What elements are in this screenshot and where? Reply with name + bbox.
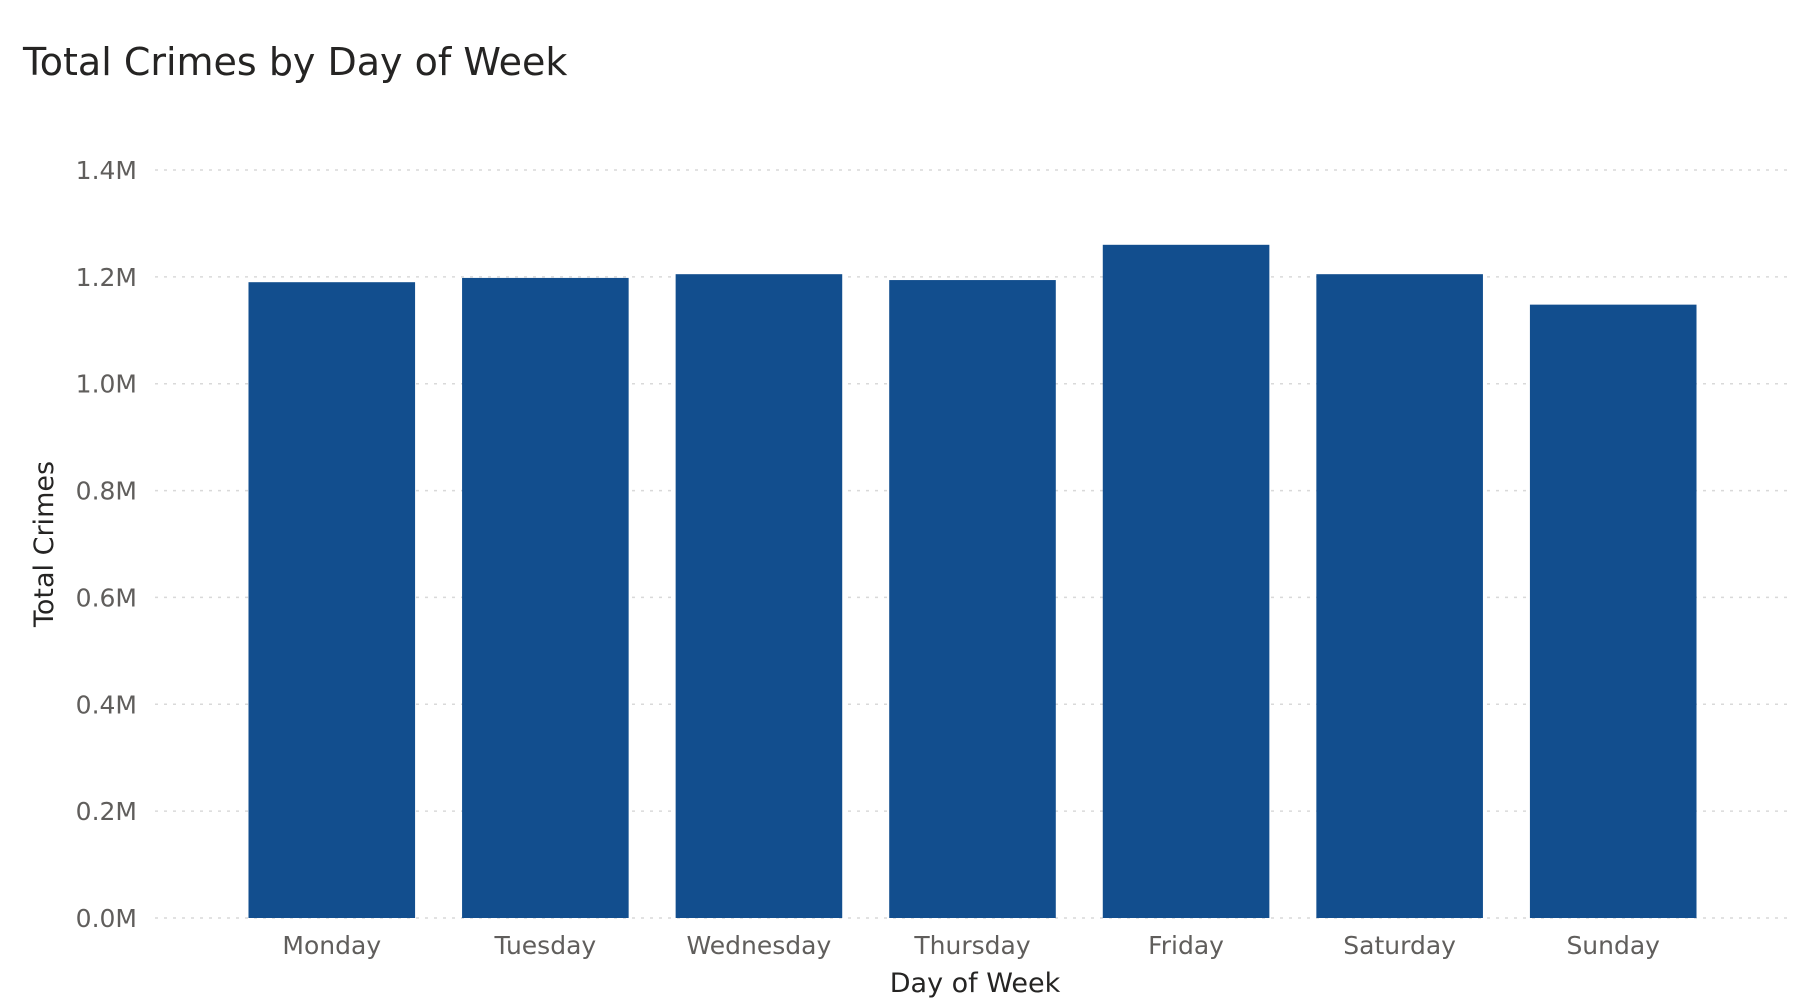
bar-thursday[interactable] (889, 280, 1056, 918)
x-tick-label-thursday: Thursday (913, 931, 1030, 960)
y-tick-label: 0.0M (76, 904, 137, 933)
gridlines (155, 169, 1790, 919)
bar-friday[interactable] (1102, 244, 1270, 919)
x-tick-label-friday: Friday (1148, 931, 1224, 960)
x-tick-label-monday: Monday (282, 931, 381, 960)
bar-saturday[interactable] (1316, 274, 1483, 919)
y-tick-label: 0.6M (76, 583, 137, 612)
y-tick-label: 0.4M (76, 690, 137, 719)
y-tick-label: 1.4M (76, 156, 137, 185)
bar-tuesday[interactable] (462, 277, 629, 918)
bar-monday[interactable] (248, 282, 416, 918)
bars (248, 244, 1697, 919)
y-tick-label: 0.8M (76, 477, 137, 506)
y-tick-label: 0.2M (76, 797, 137, 826)
x-tick-label-wednesday: Wednesday (687, 931, 832, 960)
x-tick-label-tuesday: Tuesday (493, 931, 596, 960)
bar-wednesday[interactable] (675, 274, 843, 919)
x-tick-label-saturday: Saturday (1343, 931, 1456, 960)
y-tick-label: 1.0M (76, 370, 137, 399)
x-axis-title: Day of Week (890, 968, 1061, 999)
y-tick-label: 1.2M (76, 263, 137, 292)
x-tick-label-sunday: Sunday (1566, 931, 1660, 960)
y-axis-title: Total Crimes (29, 461, 60, 628)
y-axis-ticks: 0.0M 0.2M 0.4M 0.6M 0.8M 1.0M 1.2M 1.4M (76, 156, 137, 933)
bar-sunday[interactable] (1529, 304, 1697, 918)
chart-title: Total Crimes by Day of Week (23, 40, 568, 84)
x-axis-ticks: Monday Tuesday Wednesday Thursday Friday Satu… (282, 931, 1660, 960)
